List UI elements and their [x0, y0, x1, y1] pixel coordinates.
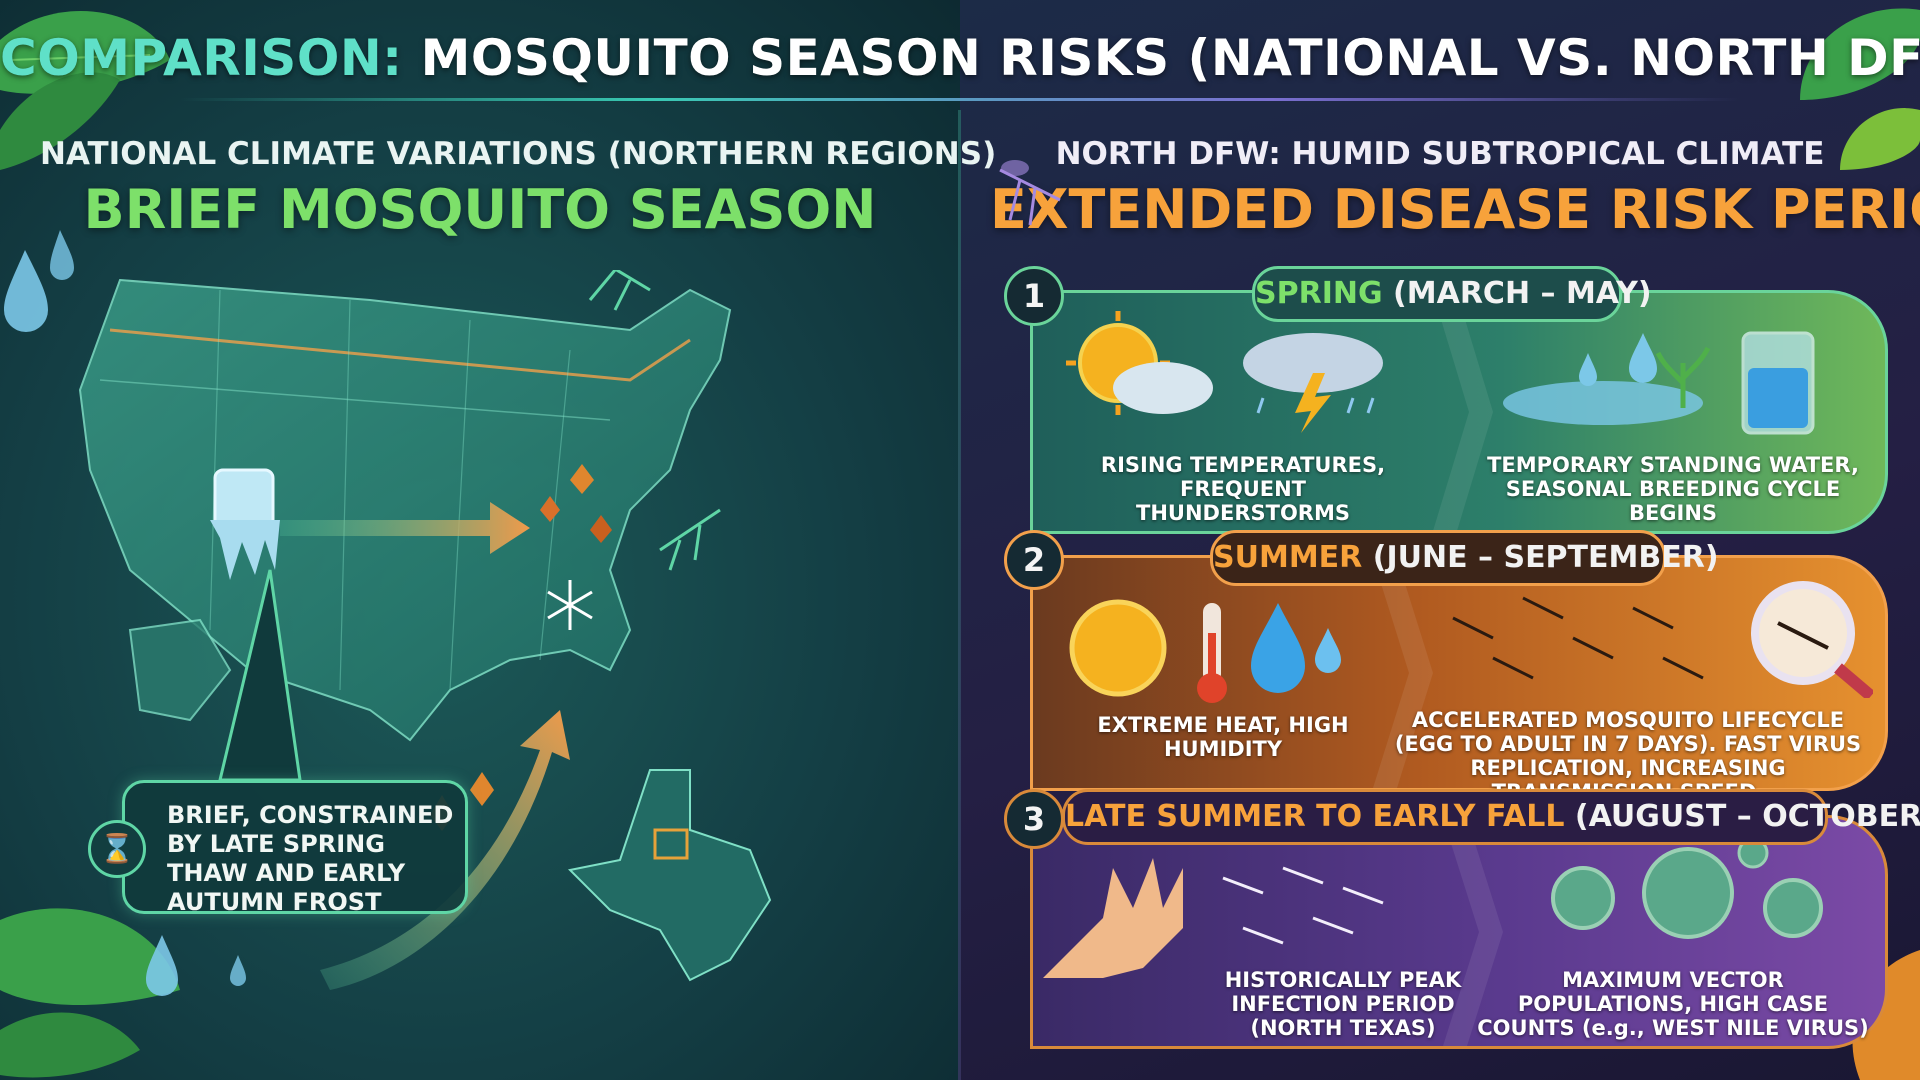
season-fall-range: (AUGUST – OCTOBER)	[1574, 799, 1920, 834]
water-drop-icon	[4, 230, 74, 332]
left-callout: BRIEF, CONSTRAINED BY LATE SPRING THAW A…	[122, 780, 468, 916]
leaf-icon	[1800, 8, 1920, 170]
spring-left-caption: RISING TEMPERATURES, FREQUENT THUNDERSTO…	[1100, 453, 1386, 525]
summer-left-caption: EXTREME HEAT, HIGH HUMIDITY	[1097, 713, 1349, 761]
snowflake-icon	[547, 580, 593, 630]
season-spring-range: (MARCH – MAY)	[1393, 276, 1652, 311]
us-map	[78, 270, 772, 990]
mosquito-icon	[588, 270, 651, 311]
puddle-icon	[1503, 331, 1815, 435]
spring-right-caption: TEMPORARY STANDING WATER, SEASONAL BREED…	[1487, 453, 1859, 525]
season-spring-card: RISING TEMPERATURES, FREQUENT THUNDERSTO…	[1030, 290, 1888, 534]
hourglass-icon: ⌛	[88, 820, 146, 878]
season-number-2: 2	[1004, 530, 1064, 590]
title-accent: COMPARISON:	[0, 29, 403, 87]
season-fall-card: HISTORICALLY PEAK INFECTION PERIOD (NORT…	[1030, 815, 1888, 1049]
sun-icon	[1066, 311, 1383, 433]
season-summer-label: SUMMER (JUNE – SEPTEMBER)	[1210, 530, 1719, 586]
fall-right-caption: MAXIMUM VECTOR POPULATIONS, HIGH CASE CO…	[1477, 968, 1869, 1040]
leaf-icon	[0, 908, 180, 1078]
autumn-leaf-icon	[1852, 950, 1920, 1080]
ice-cube-icon	[210, 468, 280, 580]
left-subtitle: NATIONAL CLIMATE VARIATIONS (NORTHERN RE…	[40, 136, 997, 172]
left-heading: BRIEF MOSQUITO SEASON	[83, 178, 877, 241]
sun-icon	[1069, 599, 1341, 703]
fall-left-caption: HISTORICALLY PEAK INFECTION PERIOD (NORT…	[1224, 968, 1462, 1040]
magnifier-icon	[1751, 581, 1855, 685]
leaf-icon	[0, 11, 170, 170]
title-underline	[180, 98, 1740, 101]
right-heading: EXTENDED DISEASE RISK PERIOD	[990, 178, 1920, 241]
virus-icon	[1551, 838, 1823, 939]
season-fall-label: LATE SUMMER TO EARLY FALL (AUGUST – OCTO…	[1062, 789, 1920, 845]
mosquito-icon	[659, 508, 721, 571]
season-number-1: 1	[1004, 266, 1064, 326]
title-rest: MOSQUITO SEASON RISKS (NATIONAL VS. NORT…	[420, 29, 1920, 87]
season-fall-name: LATE SUMMER TO EARLY FALL	[1065, 799, 1565, 834]
panel-divider	[958, 110, 961, 1080]
hand-icon	[1043, 858, 1384, 978]
season-number-3: 3	[1004, 789, 1064, 849]
title-bar: COMPARISON: MOSQUITO SEASON RISKS (NATIO…	[0, 18, 1920, 98]
autumn-leaf-icon	[540, 464, 612, 543]
season-summer-name: SUMMER	[1213, 540, 1363, 575]
water-drop-icon	[146, 935, 246, 996]
page-title: COMPARISON: MOSQUITO SEASON RISKS (NATIO…	[0, 29, 1920, 87]
season-summer-card: EXTREME HEAT, HIGH HUMIDITY ACCELERATED …	[1030, 555, 1888, 804]
season-summer-range: (JUNE – SEPTEMBER)	[1372, 540, 1719, 575]
right-subtitle: NORTH DFW: HUMID SUBTROPICAL CLIMATE	[1055, 136, 1825, 172]
season-spring-name: SPRING	[1255, 276, 1383, 311]
mosquito-icon	[1452, 581, 1873, 698]
left-callout-text: BRIEF, CONSTRAINED BY LATE SPRING THAW A…	[167, 801, 454, 916]
mosquito-icon	[999, 160, 1061, 226]
season-spring-label: SPRING (MARCH – MAY)	[1252, 266, 1652, 322]
